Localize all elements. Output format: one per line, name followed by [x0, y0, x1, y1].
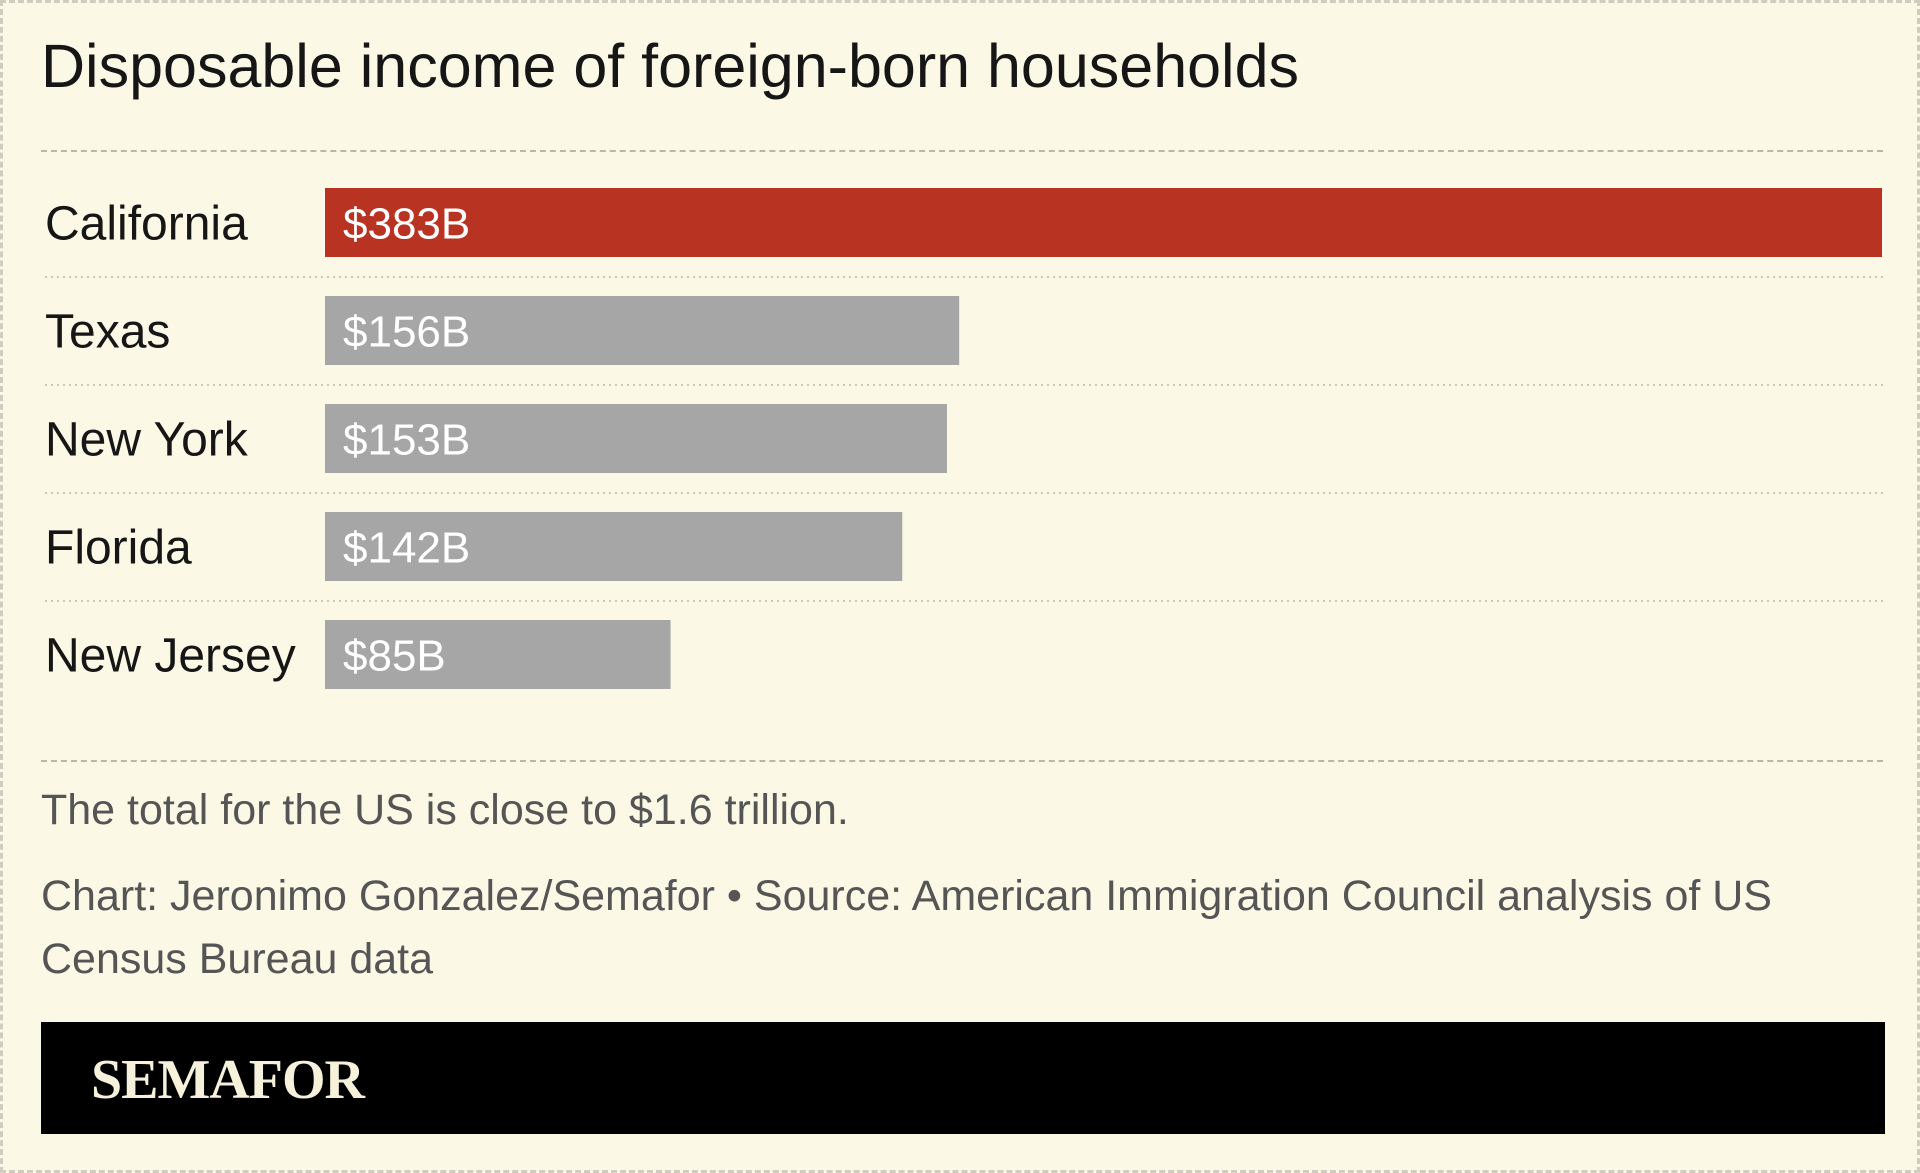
- value-label: $142B: [343, 524, 470, 573]
- bar-chart: California $383B Texas $156B New York $153B Fl…: [45, 188, 1883, 689]
- category-label: Florida: [45, 522, 192, 575]
- bar: [325, 620, 671, 689]
- chart-source: Chart: Jeronimo Gonzalez/Semafor • Sourc…: [41, 872, 1772, 983]
- title-divider: [41, 150, 1883, 152]
- footer-divider: [41, 760, 1883, 762]
- category-label: New Jersey: [45, 630, 296, 683]
- category-label: Texas: [45, 306, 170, 359]
- value-label: $383B: [343, 200, 470, 249]
- bar: [325, 296, 960, 365]
- category-label: New York: [45, 414, 249, 467]
- chart-title: Disposable income of foreign-born househ…: [41, 32, 1300, 100]
- value-label: $153B: [343, 416, 470, 465]
- chart-note: The total for the US is close to $1.6 tr…: [41, 786, 849, 834]
- brand-bar: SEMAFOR: [41, 1022, 1885, 1134]
- category-label: California: [45, 198, 248, 251]
- bar: [325, 404, 947, 473]
- value-label: $156B: [343, 308, 470, 357]
- brand-logo: SEMAFOR: [91, 1049, 365, 1111]
- bar: [325, 512, 903, 581]
- bar: [325, 188, 1882, 257]
- value-label: $85B: [343, 632, 446, 681]
